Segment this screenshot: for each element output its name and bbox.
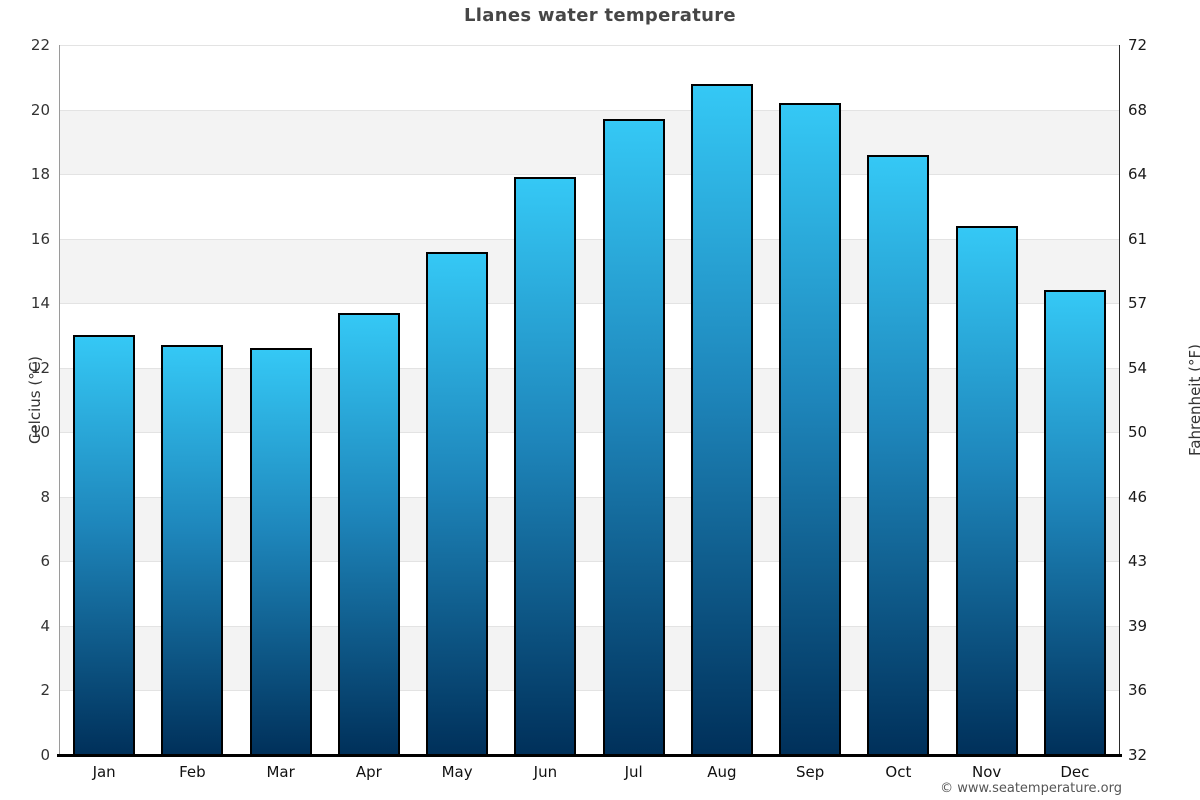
bar-jun — [514, 177, 577, 755]
x-tick-label-may: May — [441, 763, 473, 781]
x-tick-label-mar: Mar — [266, 763, 295, 781]
bar-apr — [337, 312, 400, 755]
gridline — [60, 432, 1119, 434]
plot-band — [60, 303, 1119, 368]
x-tick-label-oct: Oct — [885, 763, 912, 781]
gridline — [60, 496, 1119, 498]
bar-jan — [73, 335, 136, 755]
plot-band — [60, 561, 1119, 626]
gridline — [60, 561, 1119, 563]
y-tick-label-left: 6 — [40, 552, 50, 571]
gridline — [60, 367, 1119, 369]
plot-band — [60, 109, 1119, 175]
y-tick-label-left: 14 — [30, 294, 50, 313]
x-axis-line — [57, 754, 1122, 757]
y-tick-label-right: 57 — [1128, 294, 1148, 313]
bar-sep — [779, 103, 842, 755]
copyright-link[interactable]: © www.seatemperature.org — [940, 781, 1122, 796]
plot-band — [60, 496, 1119, 562]
y-tick-label-right: 64 — [1128, 165, 1148, 184]
plot-band — [60, 690, 1119, 755]
y-tick-label-right: 32 — [1128, 746, 1148, 764]
y-tick-label-right: 72 — [1128, 36, 1148, 54]
plot-band — [60, 174, 1119, 239]
plot-band — [60, 45, 1119, 110]
plot-band — [60, 367, 1119, 433]
x-tick-label-sep: Sep — [795, 763, 825, 781]
bar-dec — [1043, 290, 1106, 755]
gridline — [60, 690, 1119, 692]
y-tick-label-left: 0 — [40, 746, 50, 764]
y-tick-label-left: 22 — [30, 36, 50, 54]
y-tick-label-right: 54 — [1128, 358, 1148, 377]
y-tick-label-right: 61 — [1128, 229, 1148, 248]
y-tick-label-right: 50 — [1128, 423, 1148, 442]
gridline — [60, 174, 1119, 176]
gridline — [60, 109, 1119, 111]
y-tick-label-left: 8 — [40, 487, 50, 506]
x-tick-label-jul: Jul — [624, 763, 643, 781]
y-tick-label-right: 36 — [1128, 681, 1148, 700]
y-tick-label-left: 12 — [30, 358, 50, 377]
y-axis-line-left — [59, 45, 60, 755]
plot-band — [60, 432, 1119, 497]
x-tick-label-apr: Apr — [355, 763, 382, 781]
bar-may — [426, 251, 489, 755]
bar-aug — [690, 83, 753, 755]
y-tick-label-right: 39 — [1128, 616, 1148, 635]
x-tick-label-feb: Feb — [179, 763, 206, 781]
bar-mar — [249, 348, 312, 755]
y-tick-label-left: 16 — [30, 229, 50, 248]
gridline — [60, 303, 1119, 305]
bar-feb — [161, 345, 224, 755]
plot-band — [60, 625, 1119, 691]
y-tick-label-left: 4 — [40, 616, 50, 635]
gridline — [60, 625, 1119, 627]
y-tick-label-right: 46 — [1128, 487, 1148, 506]
y-tick-label-left: 10 — [30, 423, 50, 442]
gridline — [60, 238, 1119, 240]
plot-band — [60, 238, 1119, 304]
plot-area — [60, 45, 1119, 755]
y-tick-label-right: 68 — [1128, 100, 1148, 119]
y-axis-title-right: Fahrenheit (°F) — [1186, 344, 1200, 456]
gridline — [60, 45, 1119, 46]
x-tick-label-jun: Jun — [533, 763, 558, 781]
y-axis-line-right — [1119, 45, 1120, 755]
y-tick-label-left: 20 — [30, 100, 50, 119]
bar-oct — [867, 154, 930, 755]
bar-jul — [602, 119, 665, 755]
x-tick-label-dec: Dec — [1060, 763, 1090, 781]
chart-title: Llanes water temperature — [464, 5, 736, 26]
y-tick-label-left: 2 — [40, 681, 50, 700]
x-tick-label-jan: Jan — [92, 763, 116, 781]
y-tick-label-left: 18 — [30, 165, 50, 184]
x-tick-label-aug: Aug — [707, 763, 737, 781]
x-tick-label-nov: Nov — [971, 763, 1002, 781]
bar-nov — [955, 225, 1018, 755]
y-tick-label-right: 43 — [1128, 552, 1148, 571]
